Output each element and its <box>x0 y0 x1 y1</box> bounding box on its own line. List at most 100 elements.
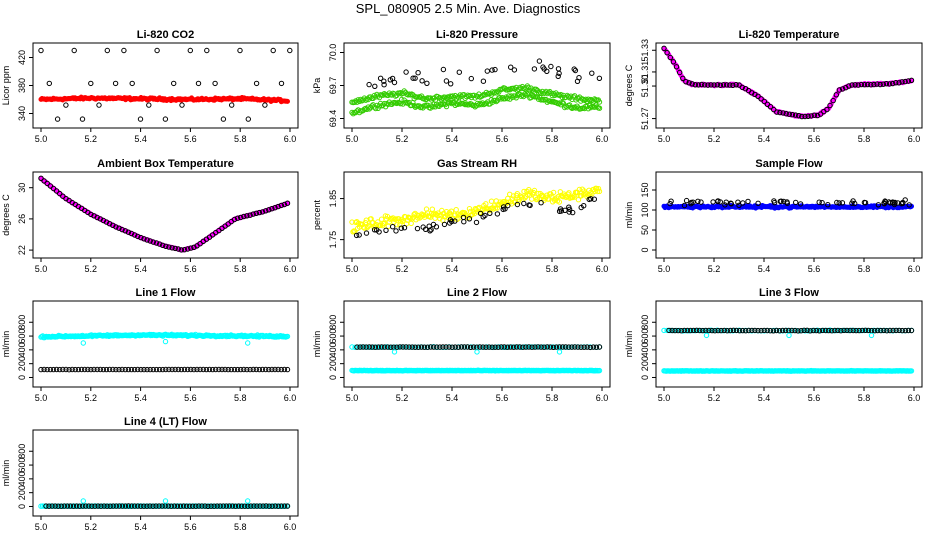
data-point <box>457 92 463 98</box>
y-tick-label: 51.27 <box>640 107 650 130</box>
data-point <box>827 102 833 109</box>
data-point <box>212 80 218 87</box>
y-tick-label: 51.31 <box>640 61 650 84</box>
data-point <box>572 67 579 74</box>
chart-title: Li-820 Temperature <box>739 29 840 41</box>
data-point <box>79 116 86 122</box>
data-point <box>371 227 378 233</box>
x-tick-label: 5.2 <box>85 264 98 274</box>
y-tick-label: 51.33 <box>640 39 650 62</box>
data-point <box>596 367 603 374</box>
data-point <box>824 106 830 113</box>
data-point <box>568 93 574 99</box>
data-point <box>473 219 480 226</box>
data-point <box>351 99 358 106</box>
data-series <box>38 331 291 341</box>
x-tick-label: 6.0 <box>908 393 921 403</box>
data-point <box>213 366 219 373</box>
data-point <box>477 210 484 217</box>
data-point <box>501 344 507 350</box>
x-tick-label: 5.2 <box>396 393 409 403</box>
data-point <box>452 344 458 350</box>
data-point <box>401 225 408 231</box>
data-point <box>513 344 520 350</box>
data-point <box>144 237 150 243</box>
data-point <box>83 503 89 509</box>
y-tick-label: 22 <box>17 245 27 255</box>
data-point <box>540 64 546 70</box>
data-point <box>284 366 291 373</box>
data-point <box>80 340 87 346</box>
data-point <box>672 327 678 334</box>
data-point <box>591 196 597 202</box>
x-tick-label: 5.2 <box>708 393 721 403</box>
y-tick-label: 340 <box>17 106 27 121</box>
y-tick-label: 600 <box>640 329 650 344</box>
data-point <box>46 503 52 509</box>
data-point <box>434 344 440 350</box>
data-point <box>586 196 592 203</box>
data-point <box>181 366 188 373</box>
data-point <box>568 104 574 111</box>
data-point <box>91 366 97 373</box>
data-point <box>169 366 175 373</box>
data-point <box>100 366 107 373</box>
x-tick-label: 6.0 <box>284 393 297 403</box>
plot-frame <box>655 42 923 129</box>
data-point <box>884 328 890 334</box>
data-point <box>241 366 247 373</box>
data-point <box>185 366 191 373</box>
data-point <box>162 498 169 504</box>
data-point <box>64 503 71 509</box>
data-point <box>720 82 727 88</box>
data-point <box>715 198 721 205</box>
data-point <box>521 188 527 195</box>
x-tick-label: 5.0 <box>35 393 48 403</box>
data-point <box>466 206 473 212</box>
data-point <box>504 95 511 102</box>
x-tick-label: 5.6 <box>808 134 821 144</box>
data-point <box>88 80 94 87</box>
data-point <box>678 328 684 334</box>
data-point <box>171 80 177 87</box>
y-tick-label: 0 <box>17 504 27 509</box>
data-point <box>165 503 172 509</box>
data-point <box>556 199 563 205</box>
plot-frame <box>343 300 611 388</box>
data-point <box>700 327 706 334</box>
data-point <box>728 201 734 207</box>
chart-temp: Li-820 Temperature degrees C 5.0 5.2 5.4 5.6 5… <box>624 29 923 144</box>
data-point <box>414 225 421 232</box>
data-point <box>839 200 846 206</box>
data-point <box>727 82 733 88</box>
data-point <box>547 344 554 350</box>
data-point <box>906 202 912 208</box>
plot-frame <box>343 42 611 129</box>
data-point <box>156 503 162 509</box>
data-point <box>383 227 389 234</box>
data-point <box>548 63 554 70</box>
data-point <box>841 327 847 334</box>
data-point <box>281 503 288 509</box>
data-point <box>715 327 721 334</box>
x-tick-label: 5.8 <box>234 134 247 144</box>
data-point <box>461 344 468 350</box>
data-series <box>354 344 603 351</box>
data-point <box>890 80 896 87</box>
data-point <box>479 93 486 99</box>
data-series <box>661 45 915 120</box>
data-point <box>72 366 79 373</box>
data-point <box>272 366 278 373</box>
data-point <box>385 344 391 350</box>
data-point <box>755 327 761 334</box>
data-point <box>86 503 92 509</box>
data-point <box>278 80 285 87</box>
y-axis-label: Licor ppm <box>1 66 11 106</box>
data-point <box>480 344 486 350</box>
chart-title: Line 4 (LT) Flow <box>124 416 207 428</box>
data-point <box>172 245 178 252</box>
data-point <box>147 503 153 509</box>
x-tick-label: 5.6 <box>184 134 197 144</box>
data-point <box>231 366 238 373</box>
y-tick-label: 30 <box>17 183 27 193</box>
